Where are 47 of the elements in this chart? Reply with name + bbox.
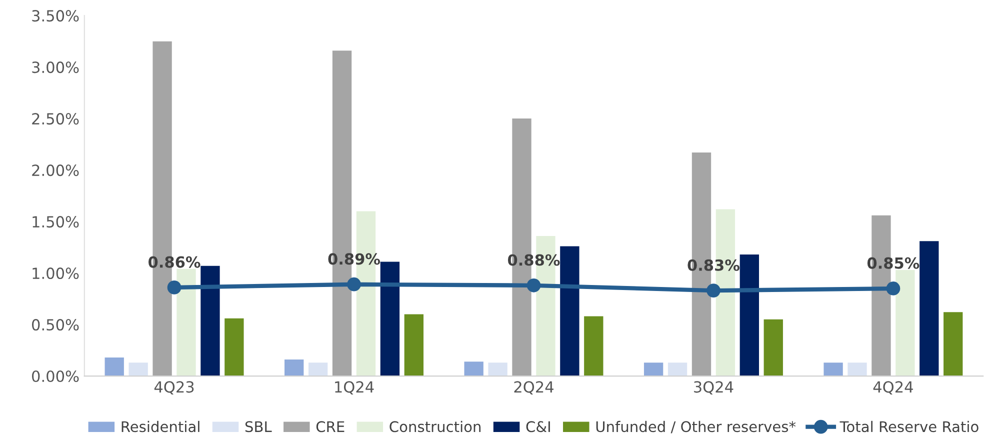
data-label: 0.85% xyxy=(867,257,920,269)
bar xyxy=(284,360,304,376)
bar xyxy=(896,270,915,376)
bar xyxy=(560,246,580,376)
x-tick-label: 4Q23 xyxy=(154,381,194,394)
bar xyxy=(764,319,783,376)
bar xyxy=(920,241,939,376)
y-tick-label: 0.50% xyxy=(32,319,79,331)
x-tick-label: 1Q24 xyxy=(335,381,374,394)
bar xyxy=(128,362,148,376)
y-tick-label: 2.50% xyxy=(32,113,79,125)
bar xyxy=(584,316,604,376)
data-label: 0.86% xyxy=(148,256,200,268)
y-tick-label: 3.50% xyxy=(32,10,79,22)
legend-label: C&I xyxy=(526,421,550,432)
bar xyxy=(380,262,400,376)
legend-label: Unfunded / Other reserves* xyxy=(596,420,796,434)
legend-label: Construction xyxy=(390,420,480,432)
x-tick-label: 2Q24 xyxy=(514,381,554,394)
y-tick-label: 2.00% xyxy=(32,164,79,176)
bar xyxy=(176,268,196,376)
bar xyxy=(308,362,328,376)
bar xyxy=(464,362,484,376)
bar xyxy=(488,362,508,376)
y-tick-label: 1.00% xyxy=(32,268,79,280)
legend-label: SBL xyxy=(245,421,272,432)
data-label: 0.83% xyxy=(688,259,740,271)
data-label: 0.88% xyxy=(508,254,560,266)
bar xyxy=(404,314,424,376)
bar xyxy=(944,312,963,376)
x-tick-label: 4Q24 xyxy=(873,381,913,394)
y-tick-label: 3.00% xyxy=(32,62,79,74)
legend-label: CRE xyxy=(316,421,344,432)
x-tick-label: 3Q24 xyxy=(694,381,734,394)
legend-label: Total Reserve Ratio xyxy=(840,420,978,432)
bar xyxy=(668,362,688,376)
legend-label: Residential xyxy=(122,420,200,432)
bar xyxy=(824,362,843,376)
bar xyxy=(644,362,664,376)
bar xyxy=(104,357,124,376)
bar xyxy=(740,254,760,376)
bar xyxy=(848,362,867,376)
bar xyxy=(200,266,220,376)
bar xyxy=(224,318,244,376)
y-tick-label: 0.00% xyxy=(32,370,79,382)
data-label: 0.89% xyxy=(328,253,380,265)
y-tick-label: 1.50% xyxy=(32,216,79,228)
